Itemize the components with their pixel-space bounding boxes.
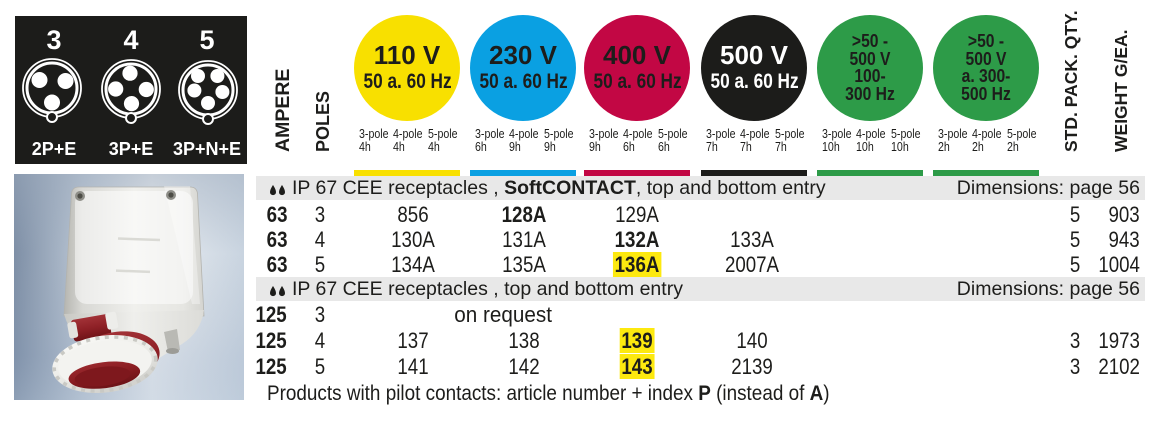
svg-text:3: 3	[46, 25, 61, 55]
svg-text:5: 5	[199, 25, 214, 55]
svg-text:4: 4	[123, 25, 138, 55]
svg-text:3P+E: 3P+E	[109, 139, 154, 159]
svg-text:2P+E: 2P+E	[32, 139, 77, 159]
svg-text:3P+N+E: 3P+N+E	[173, 139, 241, 159]
